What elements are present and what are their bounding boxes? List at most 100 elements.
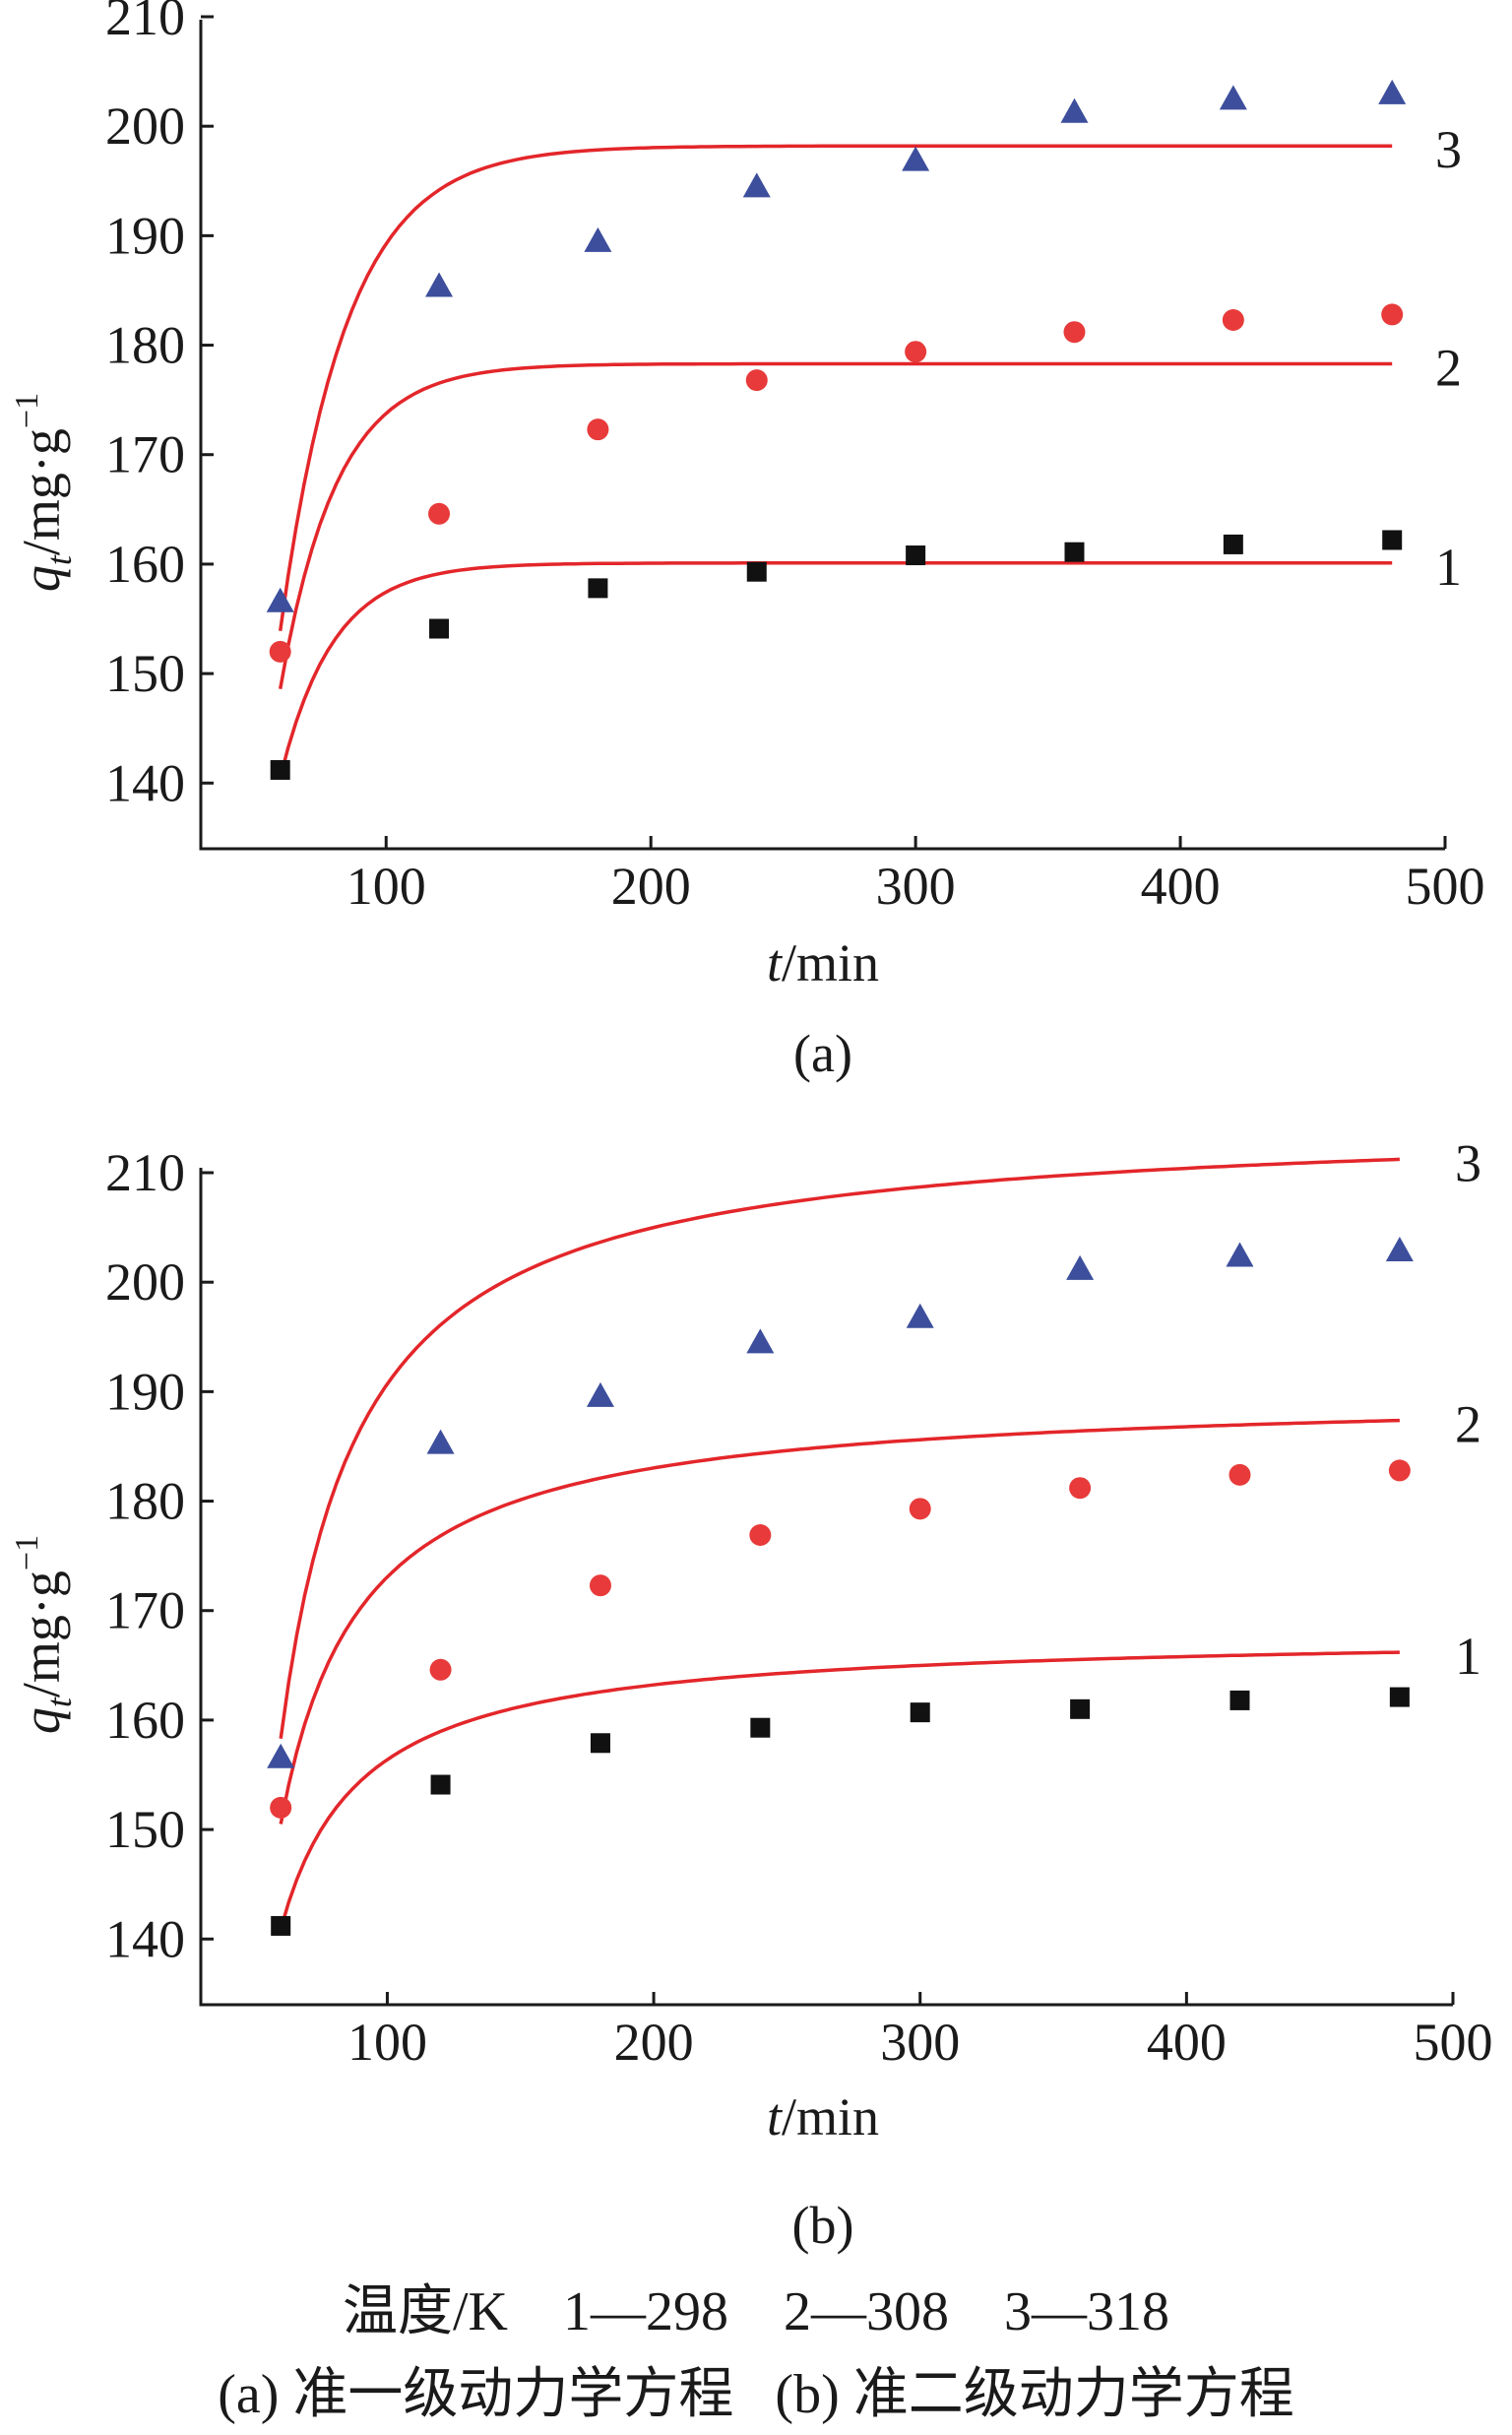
panel-b-axes (199, 1168, 1453, 2007)
panel-a-y-tick-label: 140 (105, 753, 185, 812)
panel-a-x-tick-label: 300 (876, 857, 956, 916)
panel-b-y-tick-label: 160 (105, 1691, 185, 1750)
panel-a: 100 200 300 400 500140150160170180190200210 … (9, 0, 1485, 1083)
panel-b-point-series-1 (750, 1717, 771, 1738)
panel-b-y-axis-label: qt/mg·g−1 (9, 1535, 79, 1734)
panel-b-point-series-3 (267, 1743, 295, 1768)
panel-b-y-tick-label: 170 (105, 1581, 185, 1640)
panel-a-point-series-1 (270, 759, 290, 780)
panel-a-point-series-3 (1378, 79, 1407, 104)
panel-b-point-series-3 (1385, 1236, 1414, 1261)
panel-a-curve-number-1: 1 (1435, 538, 1462, 597)
panel-a-point-series-3 (584, 226, 612, 252)
panel-b-fit-curve-3 (279, 1157, 1400, 1740)
panel-a-x-tick-label: 400 (1141, 857, 1221, 916)
panel-b-y-tick-label: 200 (105, 1252, 185, 1312)
panel-a-point-series-1 (429, 618, 450, 639)
panel-b-curve-number-2: 2 (1455, 1395, 1481, 1454)
panel-b-point-series-2 (589, 1574, 611, 1597)
panel-b-point-series-2 (270, 1796, 292, 1819)
panel-a-point-series-1 (906, 545, 926, 566)
panel-b-point-series-2 (909, 1498, 931, 1520)
panel-b-point-series-1 (271, 1915, 291, 1936)
panel-a-series (266, 79, 1407, 780)
panel-b-y-tick-label: 190 (105, 1362, 185, 1421)
panel-b-ticks: 100 200 300 400 500 140 150 160 170 180 190 200 210 (105, 1143, 1493, 2072)
panel-a-fit-curve-1 (279, 561, 1393, 779)
panel-a-point-series-1 (746, 561, 767, 582)
panel-b-point-series-3 (746, 1328, 775, 1354)
panel-a-point-series-3 (1060, 97, 1089, 123)
panel-b-x-tick-label: 300 (880, 2013, 960, 2072)
panel-b-point-series-3 (906, 1303, 934, 1328)
panel-a-ticks: 100 200 300 400 500 140 150 160 170 180 190 200 210 (105, 0, 1485, 916)
panel-a-point-series-2 (269, 640, 291, 663)
panel-a-y-tick-label: 200 (105, 96, 185, 156)
panel-a-point-series-1 (588, 578, 608, 599)
panel-b-point-series-3 (426, 1429, 455, 1454)
figure-caption: (a) 准一级动力学方程 (b) 准二级动力学方程 (218, 2364, 1294, 2425)
panel-a-caption: (a) (793, 1024, 852, 1083)
panel-b-y-tick-label: 140 (105, 1909, 185, 1968)
panel-b-curve-number-3: 3 (1455, 1133, 1481, 1192)
panel-b-point-series-3 (1066, 1254, 1095, 1280)
panel-a-curve-number-3: 3 (1435, 120, 1462, 179)
panel-b-x-axis-label: t/min (767, 2087, 879, 2147)
panel-a-fit-curve-3 (278, 144, 1393, 631)
panel-b-point-series-2 (1228, 1463, 1251, 1486)
panel-a-point-series-2 (905, 341, 927, 363)
panel-b-point-series-1 (910, 1702, 930, 1723)
panel-b-curve-number-1: 1 (1455, 1627, 1481, 1686)
panel-b-x-tick-label: 100 (347, 2013, 427, 2072)
panel-a-point-series-2 (428, 502, 451, 525)
panel-b-fit-curve-2 (279, 1418, 1400, 1825)
panel-b-y-tick-label: 150 (105, 1800, 185, 1859)
panel-b-point-series-2 (429, 1658, 452, 1681)
panel-a-y-tick-label: 160 (105, 535, 185, 594)
panel-a-point-series-2 (587, 418, 609, 441)
panel-b-caption: (b) (792, 2196, 854, 2255)
panel-a-y-tick-label: 170 (105, 425, 185, 484)
panel-a-point-series-2 (1381, 303, 1404, 326)
temperature-legend: 温度/K 1—298 2—308 3—318 (343, 2281, 1169, 2342)
panel-b-fit-curve-1 (279, 1650, 1400, 1930)
panel-b-point-series-2 (749, 1524, 772, 1547)
panel-b-x-tick-label: 200 (614, 2013, 694, 2072)
panel-a-curve-number-2: 2 (1435, 338, 1462, 397)
panel-b-series (267, 1157, 1414, 1936)
panel-a-y-tick-label: 210 (105, 0, 185, 46)
panel-a-point-series-1 (1382, 530, 1403, 550)
panel-b-point-series-1 (430, 1774, 451, 1795)
panel-b-x-tick-label: 500 (1414, 2013, 1493, 2072)
panel-b-point-series-2 (1069, 1477, 1092, 1500)
panel-b-point-series-1 (1229, 1690, 1250, 1710)
panel-a-point-series-3 (1219, 85, 1247, 110)
panel-a-x-axis-label: t/min (767, 933, 879, 993)
panel-b-curve-numbers: 1 2 3 (1455, 1133, 1481, 1686)
panel-a-y-tick-label: 190 (105, 206, 185, 265)
panel-a-y-tick-label: 180 (105, 316, 185, 375)
panel-a-point-series-3 (425, 272, 454, 297)
panel-b: 100 200 300 400 500140150160170180190200210 … (9, 1133, 1493, 2255)
panel-a-y-axis-label: qt/mg·g−1 (9, 393, 79, 592)
panel-a-point-series-1 (1223, 534, 1243, 554)
panel-b-point-series-3 (1226, 1242, 1254, 1267)
panel-a-point-series-3 (902, 146, 930, 171)
panel-a-x-tick-label: 100 (346, 857, 426, 916)
panel-a-fit-curve-2 (278, 361, 1393, 690)
panel-a-curve-numbers: 1 2 3 (1435, 120, 1462, 597)
panel-b-point-series-1 (1070, 1698, 1091, 1719)
panel-b-point-series-2 (1388, 1459, 1411, 1482)
panel-a-point-series-1 (1064, 542, 1085, 562)
panel-b-point-series-1 (1389, 1687, 1410, 1707)
panel-a-x-tick-label: 200 (611, 857, 691, 916)
panel-b-y-tick-label: 180 (105, 1472, 185, 1531)
panel-a-x-tick-label: 500 (1406, 857, 1485, 916)
panel-a-point-series-2 (1222, 308, 1244, 331)
panel-a-y-tick-label: 150 (105, 644, 185, 703)
panel-a-point-series-3 (266, 587, 294, 612)
panel-a-point-series-2 (745, 369, 768, 392)
panel-a-point-series-3 (742, 172, 771, 198)
panel-b-point-series-3 (586, 1381, 614, 1407)
